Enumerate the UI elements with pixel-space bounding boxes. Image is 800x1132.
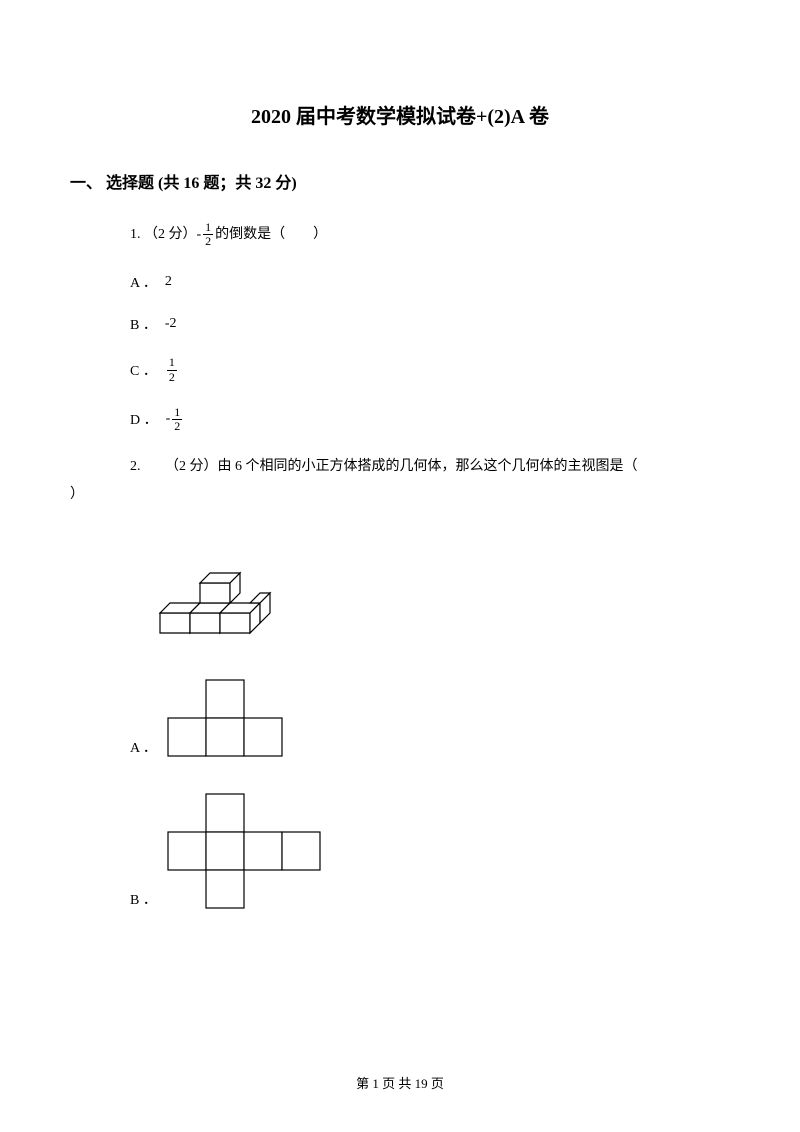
q1-option-b: B ． -2: [130, 314, 710, 334]
q1-optC-num: 1: [167, 356, 177, 370]
q1-optD-neg: -: [166, 411, 171, 427]
section-header: 一、 选择题 (共 16 题；共 32 分): [70, 169, 710, 193]
q2-optA-label: A ．: [130, 737, 157, 757]
q1-text-after: 的倒数是（ ）: [215, 227, 327, 242]
q1-option-a: A ． 2: [130, 272, 710, 292]
question-2-close: ）: [70, 483, 710, 503]
q1-text-before: 1. （2 分）-: [130, 227, 201, 242]
q1-optD-frac: 1 2: [172, 406, 182, 433]
q2-option-a: A ．: [130, 679, 710, 757]
page-footer: 第 1 页 共 19 页: [0, 1073, 800, 1092]
q1-option-c: C ． 1 2: [130, 356, 710, 383]
q2-optA-svg: [167, 679, 283, 757]
q1-optC-label: C ．: [130, 360, 157, 380]
q1-optB-value: -2: [165, 316, 177, 332]
q1-optD-num: 1: [172, 406, 182, 420]
q1-optA-label: A ．: [130, 272, 157, 292]
q1-optC-frac: 1 2: [167, 356, 177, 383]
q1-optD-label: D ．: [130, 409, 158, 429]
q1-optB-label: B ．: [130, 314, 157, 334]
question-1: 1. （2 分）-12的倒数是（ ）: [130, 221, 710, 248]
question-2: 2. （2 分）由 6 个相同的小正方体搭成的几何体，那么这个几何体的主视图是（: [130, 455, 710, 475]
q1-option-d: D ． - 1 2: [130, 406, 710, 433]
q2-optB-svg: [167, 793, 321, 909]
q1-optD-den: 2: [172, 420, 182, 433]
q1-fraction: 12: [203, 221, 213, 248]
q2-optB-label: B ．: [130, 889, 157, 909]
q1-frac-den: 2: [203, 235, 213, 248]
q2-option-b: B ．: [130, 793, 710, 909]
q1-optA-value: 2: [165, 274, 172, 290]
q1-frac-num: 1: [203, 221, 213, 235]
cube-3d-svg: [150, 543, 300, 638]
q1-optC-den: 2: [167, 371, 177, 384]
page-title: 2020 届中考数学模拟试卷+(2)A 卷: [90, 100, 710, 129]
q2-figure-3d: [150, 543, 710, 643]
